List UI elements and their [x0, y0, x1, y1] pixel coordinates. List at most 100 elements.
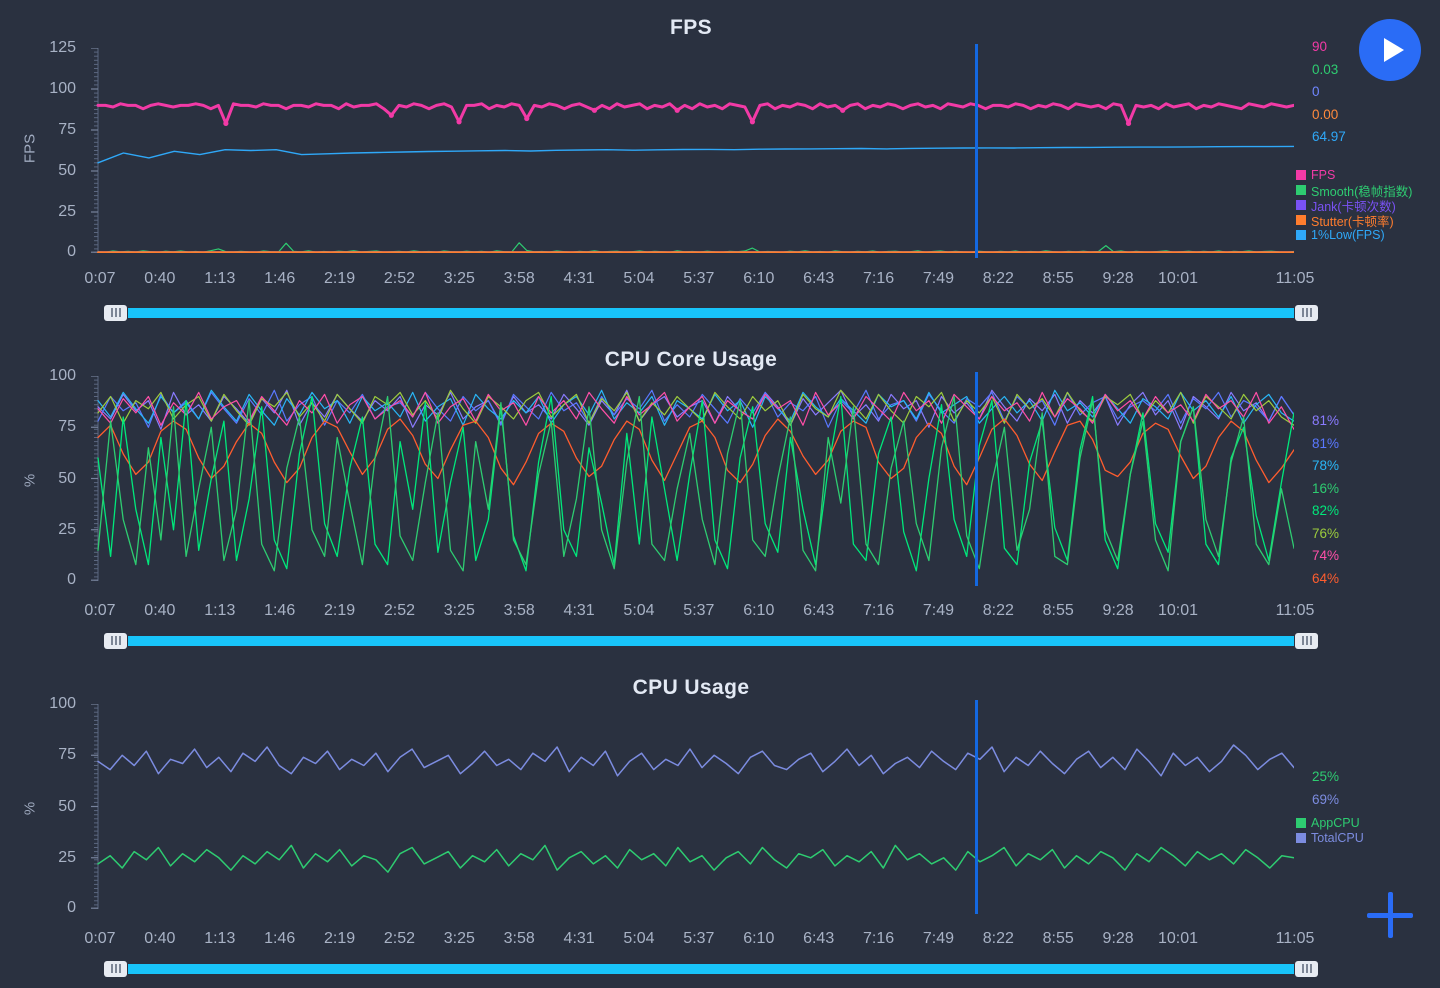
x-tick-label: 0:07 — [84, 602, 116, 619]
x-tick-label: 7:49 — [922, 270, 955, 287]
fps-chart-title: FPS — [669, 16, 713, 39]
grip-icon — [114, 308, 117, 317]
x-tick-label: 8:55 — [1042, 930, 1074, 947]
legend-item[interactable]: AppCPU — [1296, 816, 1364, 830]
grip-icon — [118, 964, 121, 973]
x-tick-label: 3:58 — [503, 602, 535, 619]
scrollbar-right-handle[interactable] — [1295, 304, 1318, 321]
x-tick-label: 0:07 — [84, 270, 116, 287]
legend-item[interactable]: 1%Low(FPS) — [1296, 228, 1412, 242]
cpu-usage-plot[interactable] — [88, 704, 1294, 909]
grip-icon — [110, 964, 113, 973]
play-button[interactable] — [1359, 19, 1421, 81]
fps-y-ticks: 0 25 50 75 100 125 — [28, 39, 76, 260]
scrollbar-track[interactable] — [128, 963, 1294, 974]
legend-item[interactable]: Stutter(卡顿率) — [1296, 213, 1412, 229]
y-tick-label: 25 — [58, 203, 76, 220]
x-tick-label: 11:05 — [1275, 930, 1315, 947]
scrollbar-left-handle[interactable] — [104, 632, 127, 649]
x-tick-label: 8:22 — [982, 930, 1014, 947]
current-value: 64% — [1312, 570, 1340, 586]
fps-plot-canvas[interactable] — [88, 48, 1294, 253]
y-tick-label: 75 — [58, 746, 76, 764]
scrollbar-track[interactable] — [128, 635, 1294, 646]
cpu-core-time-range-scrollbar[interactable] — [104, 632, 1318, 649]
series-dot-fps — [1125, 120, 1132, 127]
legend-swatch-icon — [1296, 200, 1306, 210]
y-tick-label: 25 — [58, 520, 76, 538]
legend-label: Smooth(稳帧指数) — [1311, 184, 1413, 199]
x-tick-label: 4:31 — [563, 602, 595, 619]
fps-legend: FPS Smooth(稳帧指数) Jank(卡顿次数) Stutter(卡顿率) 1%L… — [1296, 168, 1412, 242]
fps-cursor-line[interactable] — [975, 44, 978, 258]
x-tick-label: 5:37 — [683, 930, 715, 947]
x-tick-label: 6:10 — [743, 930, 775, 947]
legend-swatch-icon — [1296, 818, 1306, 828]
current-value: 82% — [1312, 503, 1340, 518]
x-tick-label: 4:31 — [563, 930, 595, 947]
cpu-core-plot-canvas[interactable] — [88, 376, 1294, 581]
play-icon — [1383, 38, 1404, 62]
current-value: 64.97 — [1312, 129, 1346, 144]
x-tick-label: 6:10 — [743, 270, 775, 287]
x-tick-label: 5:04 — [623, 270, 655, 287]
y-tick-label: 50 — [58, 797, 76, 815]
x-tick-label: 8:22 — [982, 270, 1014, 287]
cpu-usage-y-ticks: 0 25 50 75 100 — [28, 695, 76, 916]
grip-icon — [1309, 308, 1312, 317]
cpu-usage-cursor-line[interactable] — [975, 700, 978, 914]
y-tick-label: 25 — [58, 848, 76, 866]
current-value: 74% — [1312, 548, 1340, 563]
series-dot-fps — [674, 107, 680, 113]
fps-time-range-scrollbar[interactable] — [104, 304, 1318, 321]
x-tick-label: 7:16 — [862, 930, 895, 947]
grip-icon — [1305, 308, 1308, 317]
y-tick-label: 0 — [67, 571, 76, 589]
scrollbar-left-handle[interactable] — [104, 304, 127, 321]
legend-item[interactable]: TotalCPU — [1296, 831, 1364, 845]
x-tick-label: 1:13 — [204, 602, 236, 619]
add-button[interactable] — [1367, 892, 1413, 938]
legend-label: FPS — [1311, 168, 1336, 182]
grip-icon — [114, 964, 117, 973]
cpu-core-current-values: 81% 81% 78% 16% 82% 76% 74% 64% — [1312, 410, 1339, 590]
x-tick-label: 7:16 — [862, 602, 895, 619]
y-tick-label: 100 — [49, 695, 76, 712]
x-tick-label: 11:05 — [1275, 602, 1315, 619]
legend-item[interactable]: FPS — [1296, 168, 1412, 182]
fps-plot[interactable] — [88, 48, 1294, 253]
x-tick-label: 10:01 — [1157, 930, 1199, 947]
cpu-usage-time-range-scrollbar[interactable] — [104, 960, 1318, 977]
cpu-core-cursor-line[interactable] — [975, 372, 978, 586]
legend-item[interactable]: Jank(卡顿次数) — [1296, 198, 1412, 214]
legend-swatch-icon — [1296, 185, 1306, 195]
cpu-core-chart-section: CPU Core Usage % 0 25 50 75 100 81% 81% 78% 16%… — [0, 332, 1440, 660]
x-tick-label: 0:40 — [144, 930, 176, 947]
legend-item[interactable]: Smooth(稳帧指数) — [1296, 183, 1413, 199]
grip-icon — [118, 308, 121, 317]
cpu-usage-plot-canvas[interactable] — [88, 704, 1294, 909]
x-tick-label: 9:28 — [1102, 270, 1134, 287]
y-tick-label: 50 — [58, 469, 76, 487]
cpu-core-plot[interactable] — [88, 376, 1294, 581]
current-value: 76% — [1312, 525, 1340, 541]
scrollbar-right-handle[interactable] — [1295, 632, 1318, 649]
x-tick-label: 11:05 — [1275, 270, 1315, 287]
scrollbar-right-handle[interactable] — [1295, 960, 1318, 977]
current-value: 0.03 — [1312, 61, 1339, 77]
x-tick-label: 7:49 — [922, 602, 955, 619]
series-dot-fps — [223, 120, 229, 127]
x-tick-label: 10:01 — [1157, 602, 1199, 619]
grip-icon — [1301, 308, 1304, 317]
x-tick-label: 3:25 — [443, 270, 475, 287]
x-tick-label: 2:52 — [383, 270, 416, 287]
x-tick-label: 2:52 — [383, 602, 416, 619]
fps-chart-section: FPS FPS 0 25 50 75 100 125 90 0.03 0 0.00 64.97 F… — [0, 0, 1440, 332]
x-tick-label: 5:04 — [623, 930, 655, 947]
y-tick-label: 125 — [49, 39, 76, 56]
legend-label: Stutter(卡顿率) — [1311, 214, 1394, 229]
series-line-low1 — [97, 145, 1294, 164]
x-tick-label: 0:40 — [144, 270, 176, 287]
scrollbar-left-handle[interactable] — [104, 960, 127, 977]
scrollbar-track[interactable] — [128, 307, 1294, 318]
